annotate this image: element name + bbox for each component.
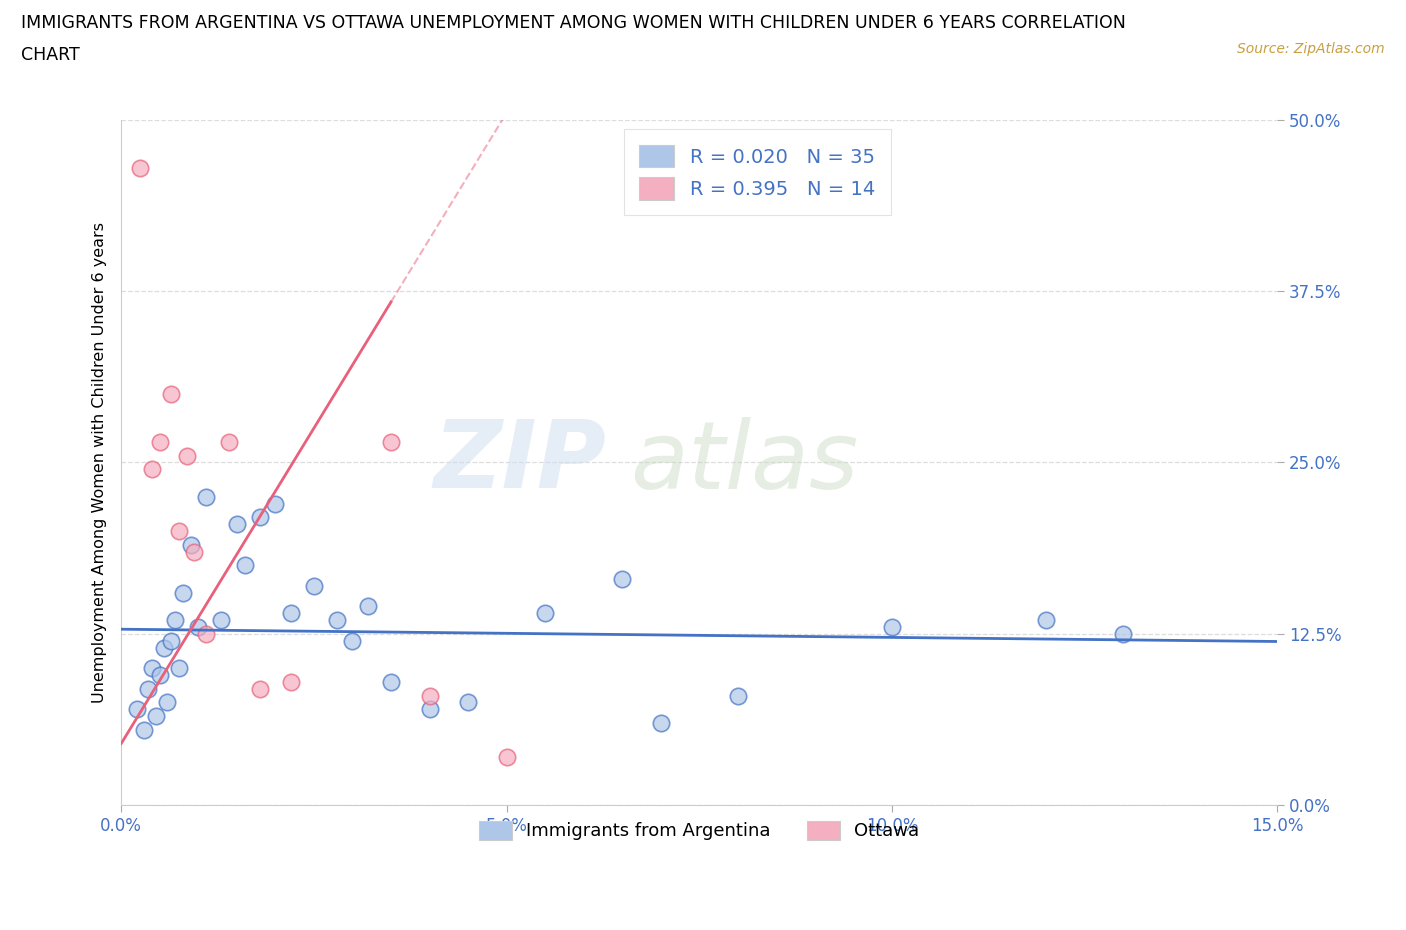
Point	[180, 538, 202, 552]
Point	[156, 695, 179, 710]
Point	[650, 715, 672, 730]
Text: IMMIGRANTS FROM ARGENTINA VS OTTAWA UNEMPLOYMENT AMONG WOMEN WITH CHILDREN UNDER: IMMIGRANTS FROM ARGENTINA VS OTTAWA UNEM…	[21, 14, 1126, 32]
Point	[195, 489, 218, 504]
Point	[495, 750, 517, 764]
Point	[183, 544, 205, 559]
Point	[152, 640, 174, 655]
Point	[418, 702, 440, 717]
Point	[249, 510, 271, 525]
Point	[129, 160, 152, 175]
Point	[1035, 613, 1057, 628]
Point	[280, 674, 302, 689]
Point	[167, 660, 190, 675]
Point	[418, 688, 440, 703]
Point	[218, 434, 240, 449]
Y-axis label: Unemployment Among Women with Children Under 6 years: Unemployment Among Women with Children U…	[93, 222, 107, 703]
Point	[176, 448, 198, 463]
Text: CHART: CHART	[21, 46, 80, 64]
Point	[141, 462, 163, 477]
Point	[534, 605, 557, 620]
Point	[280, 605, 302, 620]
Point	[342, 633, 364, 648]
Point	[160, 387, 183, 402]
Point	[172, 585, 194, 600]
Point	[457, 695, 479, 710]
Point	[165, 613, 187, 628]
Point	[380, 434, 402, 449]
Point	[195, 627, 218, 642]
Point	[149, 434, 172, 449]
Point	[264, 496, 287, 511]
Point	[326, 613, 349, 628]
Point	[125, 702, 148, 717]
Point	[233, 558, 256, 573]
Point	[225, 517, 247, 532]
Point	[167, 524, 190, 538]
Point	[145, 709, 167, 724]
Point	[209, 613, 232, 628]
Point	[1112, 627, 1135, 642]
Point	[136, 682, 159, 697]
Point	[149, 668, 172, 683]
Text: ZIP: ZIP	[434, 417, 607, 509]
Text: atlas: atlas	[630, 417, 858, 508]
Point	[134, 723, 156, 737]
Point	[302, 578, 325, 593]
Point	[880, 619, 903, 634]
Point	[727, 688, 749, 703]
Point	[187, 619, 209, 634]
Point	[612, 572, 634, 587]
Point	[160, 633, 183, 648]
Legend: Immigrants from Argentina, Ottawa: Immigrants from Argentina, Ottawa	[472, 814, 927, 847]
Point	[141, 660, 163, 675]
Text: Source: ZipAtlas.com: Source: ZipAtlas.com	[1237, 42, 1385, 56]
Point	[357, 599, 380, 614]
Point	[249, 682, 271, 697]
Point	[380, 674, 402, 689]
